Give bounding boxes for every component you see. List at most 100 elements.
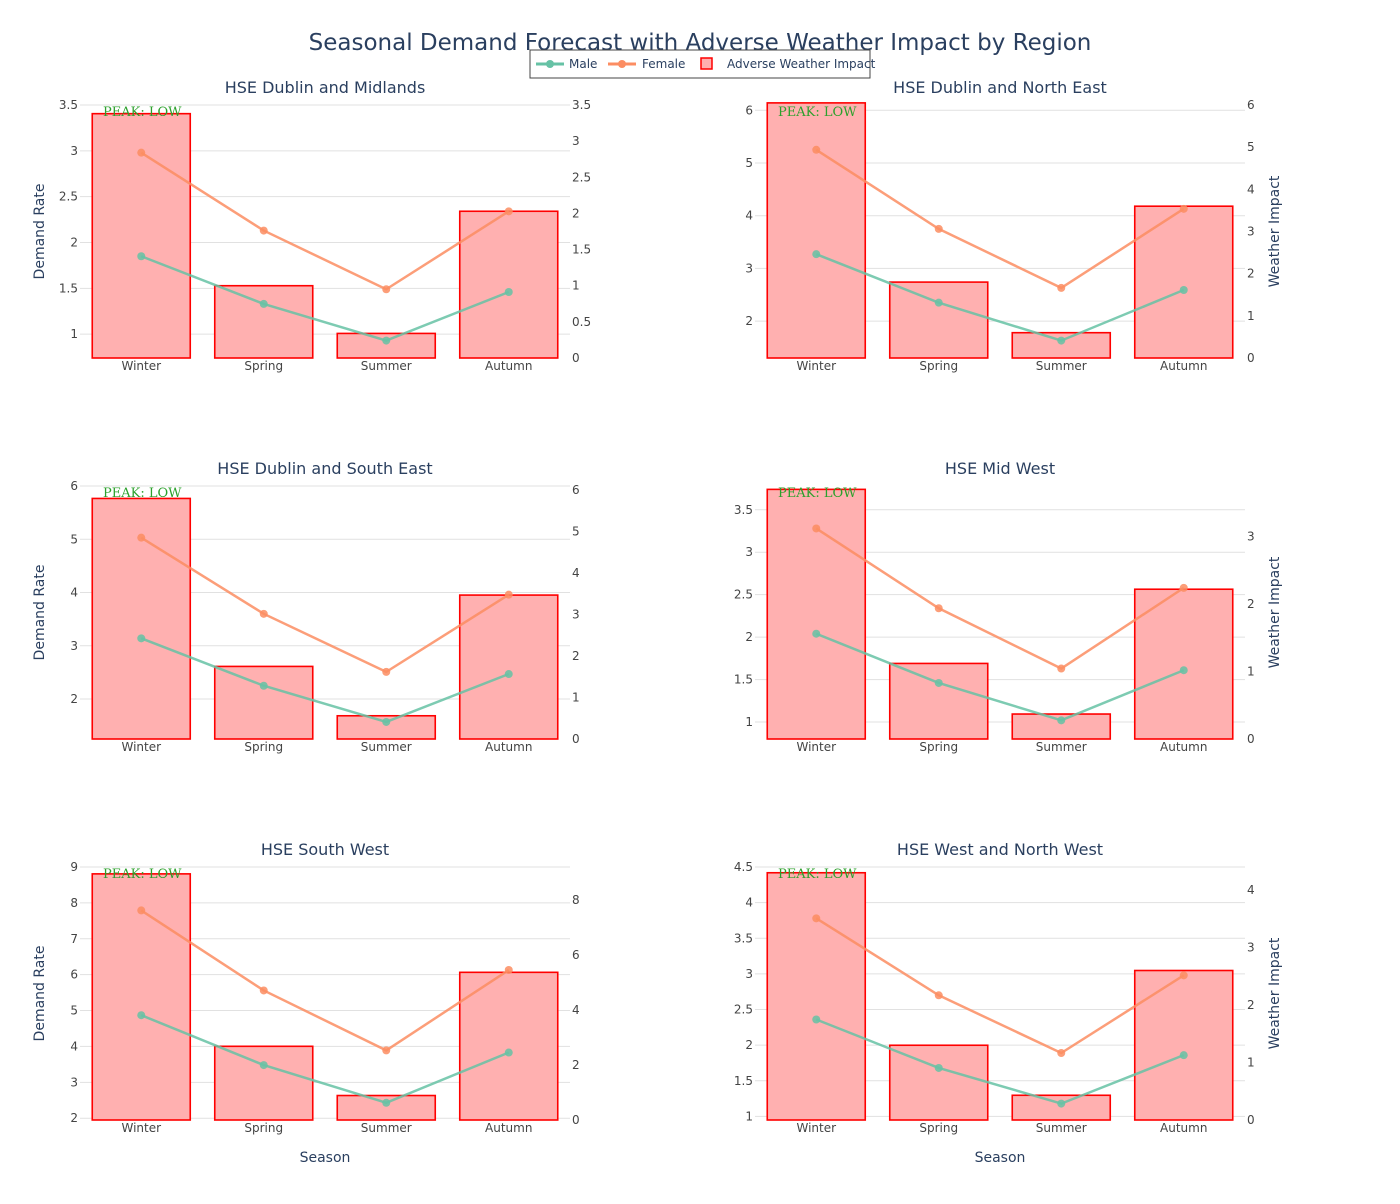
y-tick-label: 4 [745, 209, 753, 223]
y2-axis-title: Weather Impact [1267, 175, 1283, 287]
male-data-point [382, 1098, 391, 1107]
weather-impact-bar [888, 1044, 989, 1121]
y2-tick-label: 3 [572, 608, 580, 622]
weather-impact-bar [458, 594, 559, 740]
legend-weather-swatch [700, 57, 713, 70]
female-series-line [815, 527, 1185, 670]
female-data-point [382, 285, 391, 294]
male-data-point [812, 1015, 821, 1024]
x-tick-label: Winter [121, 740, 161, 754]
legend-female-marker [618, 60, 626, 68]
male-data-point [504, 1048, 513, 1057]
female-data-point [1057, 1049, 1066, 1058]
y-tick-label: 5 [70, 1004, 78, 1018]
weather-impact-bar [336, 714, 437, 740]
y-tick-label: 2 [70, 1111, 78, 1125]
male-series-line [815, 1018, 1185, 1105]
female-data-point [934, 604, 943, 613]
x-tick-label: Spring [919, 740, 958, 754]
female-data-point [259, 986, 268, 995]
subplot-panel: HSE West and North West 1 1.5 2 2.5 3 3.5 4 4.5 0… [734, 840, 1283, 1166]
legend-weather-label: Adverse Weather Impact [727, 57, 876, 71]
legend[interactable]: Male Female Adverse Weather Impact [529, 49, 876, 79]
peak-annotation: PEAK: LOW [778, 486, 857, 501]
weather-impact-bar [213, 1045, 314, 1121]
male-data-point [259, 299, 268, 308]
x-tick-label: Spring [244, 740, 283, 754]
y2-tick-label: 2.5 [572, 170, 591, 184]
legend-box [529, 49, 871, 79]
x-tick-label: Spring [244, 1121, 283, 1135]
y-tick-label: 3 [70, 144, 78, 158]
y-tick-label: 2.5 [734, 1003, 753, 1017]
male-data-point [934, 298, 943, 307]
y-tick-label: 1.5 [59, 281, 78, 295]
y2-tick-label: 2 [572, 649, 580, 663]
subplot-panel: HSE Dublin and North East 2 3 4 5 6 0 1 2 3 4 5 6 Win… [745, 78, 1283, 373]
y2-tick-label: 2 [1247, 267, 1255, 281]
weather-impact-bar [458, 210, 559, 359]
weather-impact-bar [1133, 205, 1234, 359]
female-data-point [137, 906, 146, 915]
x-tick-label: Spring [919, 359, 958, 373]
y-axis-title: Demand Rate [32, 946, 48, 1042]
male-data-point [259, 1061, 268, 1070]
female-data-point [137, 533, 146, 542]
male-data-point [1057, 1099, 1066, 1108]
weather-impact-bar [91, 873, 192, 1121]
y2-tick-label: 2 [572, 1058, 580, 1072]
male-data-point [1179, 666, 1188, 675]
female-data-point [137, 148, 146, 157]
subplot-grid: HSE Dublin and Midlands 1 1.5 2 2.5 3 3.5 0 0.5 1… [32, 78, 1283, 1166]
female-data-point [504, 965, 513, 974]
subplot-panel: HSE Dublin and Midlands 1 1.5 2 2.5 3 3.5 0 0.5 1… [32, 78, 591, 373]
weather-impact-bar [1133, 588, 1234, 740]
y-tick-label: 7 [70, 932, 78, 946]
y2-tick-label: 1 [1247, 665, 1255, 679]
female-data-point [934, 991, 943, 1000]
y2-tick-label: 4 [572, 566, 580, 580]
y-tick-label: 2 [70, 236, 78, 250]
y2-tick-label: 1 [572, 691, 580, 705]
peak-annotation: PEAK: LOW [103, 105, 182, 120]
weather-impact-bar [766, 871, 867, 1121]
y-tick-label: 2 [745, 314, 753, 328]
peak-annotation: PEAK: LOW [103, 867, 182, 882]
male-data-point [812, 250, 821, 259]
x-tick-label: Winter [796, 1121, 836, 1135]
x-tick-label: Winter [121, 359, 161, 373]
weather-impact-bar [1133, 969, 1234, 1121]
x-tick-label: Autumn [485, 740, 532, 754]
female-data-point [1057, 283, 1066, 292]
peak-annotation: PEAK: LOW [778, 867, 857, 882]
male-data-point [1179, 286, 1188, 295]
peak-annotation: PEAK: LOW [103, 486, 182, 501]
subplot-title: HSE Dublin and North East [893, 78, 1107, 97]
x-tick-label: Spring [919, 1121, 958, 1135]
male-series-line [815, 632, 1185, 722]
x-tick-label: Summer [1036, 740, 1087, 754]
y-tick-label: 3.5 [59, 98, 78, 112]
y-tick-label: 2 [70, 692, 78, 706]
subplot-panel: HSE Dublin and South East 2 3 4 5 6 0 1 2 3 4 5 6 Win… [32, 459, 580, 754]
female-series-line [815, 917, 1185, 1055]
male-data-point [382, 336, 391, 345]
y-tick-label: 1 [70, 327, 78, 341]
y-axis-title: Demand Rate [32, 565, 48, 661]
y-tick-label: 2 [745, 630, 753, 644]
x-tick-label: Winter [796, 359, 836, 373]
male-data-point [1057, 336, 1066, 345]
male-data-point [934, 1063, 943, 1072]
y2-axis-title: Weather Impact [1267, 937, 1283, 1049]
y2-tick-label: 4 [572, 1003, 580, 1017]
y2-tick-label: 6 [572, 483, 580, 497]
y-tick-label: 2 [745, 1038, 753, 1052]
female-series-line [140, 536, 510, 674]
male-data-point [1179, 1051, 1188, 1060]
y-tick-label: 3.5 [734, 503, 753, 517]
male-data-point [137, 252, 146, 261]
x-tick-label: Spring [244, 359, 283, 373]
y-tick-label: 6 [70, 479, 78, 493]
y-tick-label: 2.5 [59, 190, 78, 204]
